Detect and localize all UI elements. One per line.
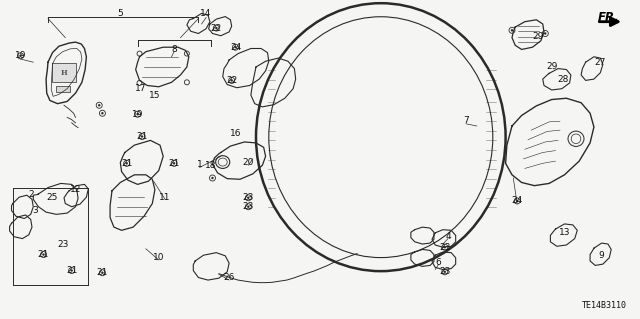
Text: 11: 11 [159,193,171,202]
Text: 22: 22 [226,76,237,85]
Text: 13: 13 [559,228,571,237]
Text: 3: 3 [33,206,38,215]
Text: 21: 21 [121,159,132,168]
Text: 2: 2 [28,190,33,199]
Text: TE14B3110: TE14B3110 [582,301,627,310]
Text: 18: 18 [205,161,217,170]
Text: H: H [61,69,67,77]
Text: 15: 15 [149,91,161,100]
Text: 23: 23 [439,243,451,252]
Text: 1: 1 [197,160,202,169]
Text: 19: 19 [15,51,26,60]
Bar [56,86,70,92]
Circle shape [173,162,175,165]
Text: 5: 5 [118,9,123,18]
Circle shape [516,200,518,202]
Text: 4: 4 [445,232,451,241]
Circle shape [98,104,100,107]
Circle shape [215,27,218,29]
Text: 24: 24 [230,43,241,52]
Text: 10: 10 [153,253,164,262]
Circle shape [234,46,237,48]
Circle shape [444,246,446,249]
Circle shape [70,269,73,272]
Circle shape [141,135,143,138]
Text: 17: 17 [135,84,147,93]
Text: 22: 22 [211,24,222,33]
Circle shape [101,112,104,115]
Text: 21: 21 [97,268,108,277]
Text: 16: 16 [230,130,241,138]
Circle shape [42,253,45,256]
Text: 8: 8 [172,45,177,54]
Text: 14: 14 [200,9,212,18]
Text: 23: 23 [439,267,451,276]
Text: 9: 9 [599,251,604,260]
Text: 29: 29 [532,32,543,41]
Circle shape [101,271,104,274]
Text: 21: 21 [66,266,77,275]
Text: 25: 25 [47,193,58,202]
Text: 6: 6 [436,258,441,267]
Text: 19: 19 [132,110,143,119]
Circle shape [19,55,22,57]
Circle shape [511,29,513,32]
Bar [52,63,76,82]
Text: 24: 24 [511,197,523,205]
Text: 29: 29 [546,62,557,71]
Circle shape [211,177,214,179]
Text: 23: 23 [57,241,68,249]
Text: 23: 23 [243,202,254,211]
Circle shape [247,205,250,208]
Circle shape [247,197,250,199]
Circle shape [125,162,128,165]
Circle shape [444,271,446,273]
Text: FR.: FR. [598,11,620,24]
Text: 7: 7 [463,116,468,125]
Circle shape [544,32,547,35]
Text: 12: 12 [70,185,81,194]
Circle shape [136,113,139,115]
Text: 21: 21 [168,159,180,168]
Text: 26: 26 [223,273,235,282]
Text: 23: 23 [243,193,254,202]
Circle shape [230,79,233,82]
Text: 21: 21 [136,132,148,141]
Text: 21: 21 [38,250,49,259]
Text: 28: 28 [557,75,569,84]
Text: 27: 27 [595,58,606,67]
Text: 20: 20 [243,158,254,167]
